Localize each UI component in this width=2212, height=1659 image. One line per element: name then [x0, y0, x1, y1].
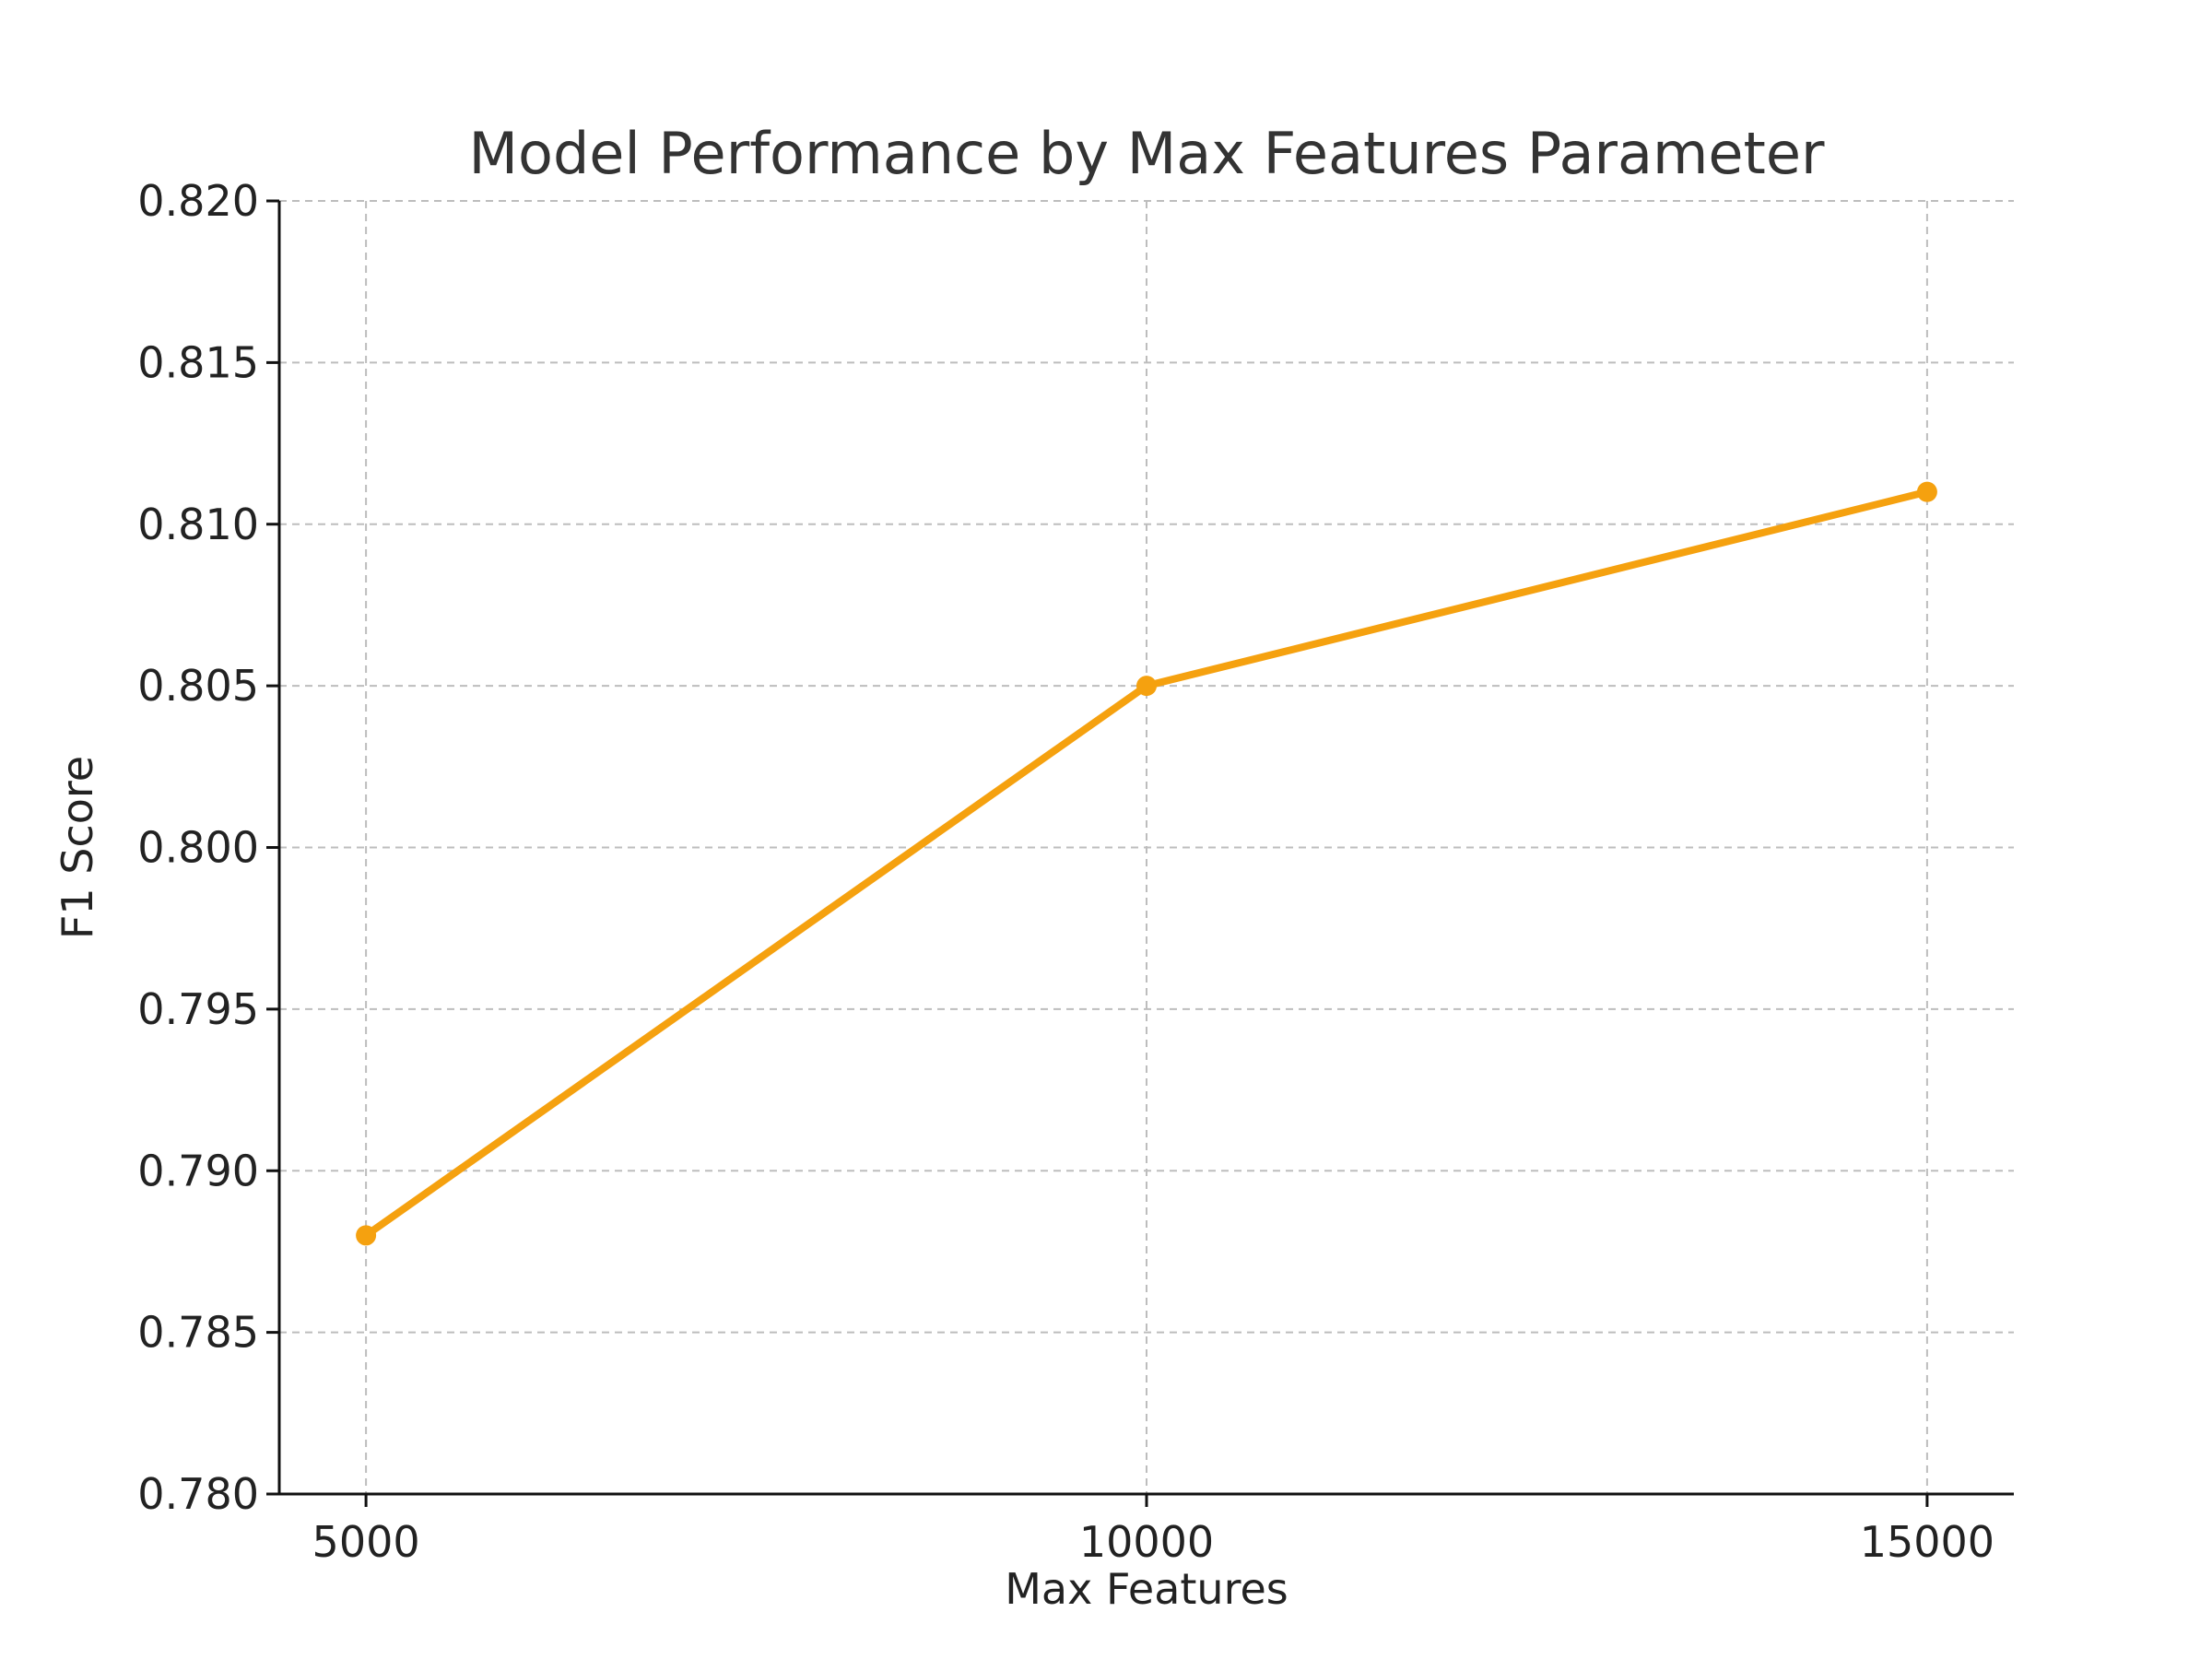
data-point — [356, 1225, 377, 1246]
y-tick-label: 0.810 — [137, 500, 259, 549]
grid — [279, 200, 2014, 1494]
y-tick-label: 0.800 — [137, 823, 259, 873]
series — [356, 481, 1937, 1246]
data-point — [1136, 676, 1157, 697]
chart-title: Model Performance by Max Features Parame… — [469, 120, 1825, 187]
data-point — [1916, 481, 1937, 502]
y-tick-label: 0.805 — [137, 661, 259, 711]
x-tick-label: 10000 — [1079, 1517, 1214, 1567]
y-tick-label: 0.785 — [137, 1308, 259, 1358]
y-tick-label: 0.820 — [137, 176, 259, 226]
y-tick-label: 0.795 — [137, 984, 259, 1034]
ticks: 0.780 0.785 0.790 0.795 0.800 0.805 0.810 0.815… — [137, 176, 1994, 1567]
y-tick-label: 0.780 — [137, 1469, 259, 1519]
y-tick-label: 0.815 — [137, 337, 259, 387]
x-tick-label: 15000 — [1860, 1517, 1994, 1567]
y-axis-label: F1 Score — [53, 756, 102, 939]
x-tick-label: 5000 — [312, 1517, 420, 1567]
y-tick-label: 0.790 — [137, 1146, 259, 1195]
x-axis-label: Max Features — [1005, 1564, 1288, 1614]
